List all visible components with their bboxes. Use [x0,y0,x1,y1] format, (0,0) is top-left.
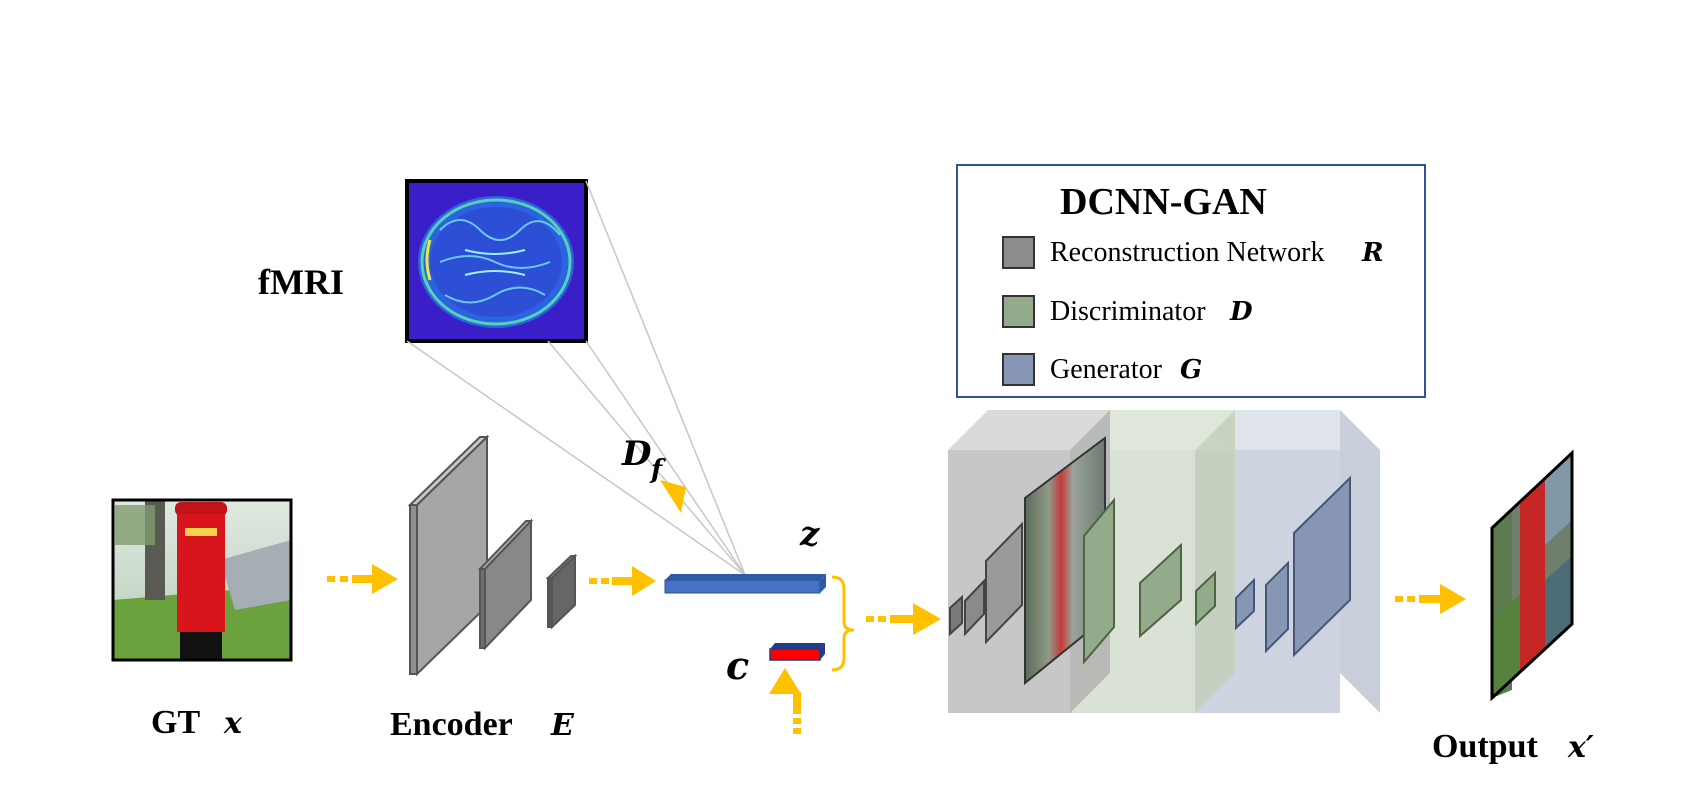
c-label: c [726,643,749,688]
legend-swatch-reconstruction [1002,236,1035,269]
gt-variable: x [223,706,243,741]
legend-item-generator: Generator [1050,354,1163,385]
output-label: Output [1432,728,1538,765]
arrow-to-dcnn-gan [866,603,941,635]
z-vector [664,574,826,594]
arrow-gt-to-encoder [327,564,398,594]
z-label: z [799,514,820,554]
fmri-projection-lines [406,180,746,576]
encoder-block [407,434,578,677]
fmri-label: fMRI [258,262,344,302]
fmri-image [405,179,588,343]
encoder-label: Encoder [390,706,513,743]
df-subscript: f [649,455,666,485]
gt-label: GT [151,704,200,741]
encoder-variable: E [550,708,575,743]
legend-swatch-generator [1002,353,1035,386]
arrow-up-to-c [769,668,801,734]
c-vector [769,643,825,661]
legend-swatch-discriminator [1002,295,1035,328]
legend-var-g: G [1180,355,1202,385]
legend-title: DCNN-GAN [1060,181,1267,223]
zc-bracket [831,575,855,672]
output-image [1490,449,1574,702]
legend-item-reconstruction: Reconstruction Network [1050,237,1325,268]
dcnn-gan-network [948,410,1380,713]
df-arrowhead [660,480,686,513]
arrow-to-output [1395,584,1466,614]
legend-item-discriminator: Discriminator [1050,296,1206,327]
output-variable: x′ [1567,730,1594,765]
legend-var-r: R [1361,238,1384,268]
legend-var-d: D [1229,297,1253,327]
legend: DCNN-GAN Reconstruction Network R Discri… [956,164,1426,398]
df-label: D [621,434,652,474]
gt-image [111,498,293,662]
arrow-encoder-to-z [589,566,656,596]
